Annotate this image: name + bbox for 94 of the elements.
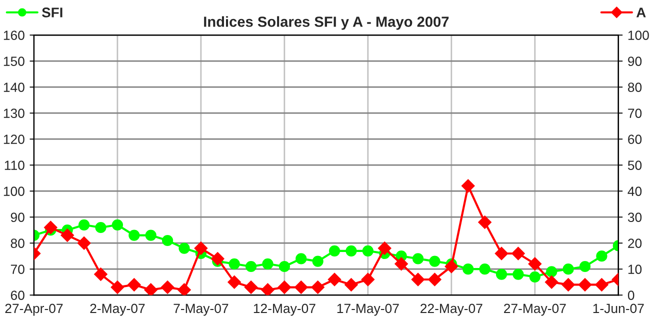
- y2-tick-label: 90: [628, 56, 642, 66]
- chart-title: Indices Solares SFI y A - Mayo 2007: [204, 16, 449, 30]
- point: [194, 242, 208, 255]
- point: [110, 280, 124, 294]
- point: [328, 245, 340, 256]
- point: [546, 266, 558, 278]
- point: [128, 230, 140, 241]
- point: [60, 228, 74, 242]
- point: [494, 246, 508, 260]
- y2-tick-label: 40: [628, 186, 642, 196]
- point: [528, 257, 542, 270]
- point: [428, 272, 442, 286]
- point: [160, 280, 174, 294]
- x-tick-label: 27-Apr-07: [5, 304, 63, 316]
- x-tick-label: 12-May-07: [254, 304, 316, 316]
- y-tick-label: 60: [10, 290, 24, 300]
- y2-tick-label: 50: [628, 160, 642, 170]
- y-tick-label: 70: [10, 264, 24, 274]
- point: [311, 280, 324, 294]
- point: [411, 272, 425, 286]
- x-tick-label: 22-May-07: [420, 304, 482, 316]
- y-tick-label: 120: [4, 134, 24, 144]
- point: [412, 253, 424, 264]
- y-tick-label: 90: [10, 212, 24, 222]
- point: [278, 260, 290, 272]
- point: [294, 280, 308, 294]
- point: [261, 283, 274, 296]
- point: [211, 252, 224, 266]
- y2-tick-label: 70: [628, 108, 642, 118]
- point: [344, 278, 358, 292]
- x-tick-label: 1-Jun-07: [593, 304, 644, 314]
- point: [478, 216, 492, 229]
- point: [77, 236, 91, 250]
- point: [529, 271, 540, 282]
- y-tick-label: 130: [4, 108, 24, 118]
- point: [578, 278, 592, 292]
- point: [78, 219, 90, 230]
- point: [162, 234, 174, 246]
- point: [346, 245, 357, 256]
- point: [262, 258, 274, 270]
- point: [128, 278, 141, 292]
- point: [361, 272, 375, 286]
- y-tick-label: 110: [4, 160, 24, 170]
- point: [245, 260, 257, 272]
- x-tick-label: 27-May-07: [504, 304, 566, 316]
- y-tick-label: 150: [4, 56, 24, 66]
- point: [244, 280, 258, 294]
- point: [444, 260, 458, 274]
- point: [579, 260, 591, 272]
- point: [94, 268, 108, 281]
- point: [545, 276, 558, 289]
- y2-tick-label: 30: [628, 212, 642, 222]
- x-tick-label: 17-May-07: [337, 304, 399, 316]
- point: [462, 179, 475, 192]
- point: [394, 257, 408, 270]
- y-tick-label: 100: [4, 186, 24, 196]
- point: [112, 219, 124, 230]
- y-tick-label: 160: [4, 30, 24, 40]
- point: [144, 283, 158, 296]
- y-tick-label: 140: [4, 82, 24, 92]
- y2-tick-label: 0: [628, 290, 634, 300]
- point: [228, 276, 241, 289]
- y2-tick-label: 80: [628, 82, 642, 92]
- point: [296, 253, 307, 264]
- x-tick-label: 7-May-07: [174, 304, 228, 316]
- x-tick-label: 2-May-07: [90, 304, 145, 316]
- point: [596, 250, 608, 262]
- point: [595, 278, 608, 292]
- y2-tick-label: 20: [628, 238, 642, 248]
- point: [512, 268, 524, 280]
- point: [562, 278, 575, 292]
- legend-label: SFI: [42, 8, 62, 18]
- y-tick-label: 80: [10, 238, 24, 248]
- legend-label: A: [636, 8, 646, 18]
- point: [328, 272, 342, 286]
- point: [228, 258, 240, 270]
- y2-tick-label: 60: [628, 134, 642, 144]
- point: [429, 256, 440, 267]
- point: [278, 280, 292, 294]
- point: [178, 283, 191, 296]
- y2-tick-label: 100: [628, 30, 649, 40]
- point: [95, 222, 106, 234]
- point: [562, 264, 574, 275]
- point: [512, 246, 525, 260]
- point: [362, 245, 374, 256]
- point: [145, 230, 156, 241]
- point: [44, 220, 58, 234]
- y2-tick-label: 10: [628, 264, 642, 274]
- point: [462, 264, 474, 275]
- point: [312, 256, 324, 267]
- point: [378, 242, 392, 255]
- point: [178, 242, 190, 254]
- point: [496, 268, 508, 280]
- point: [479, 264, 490, 275]
